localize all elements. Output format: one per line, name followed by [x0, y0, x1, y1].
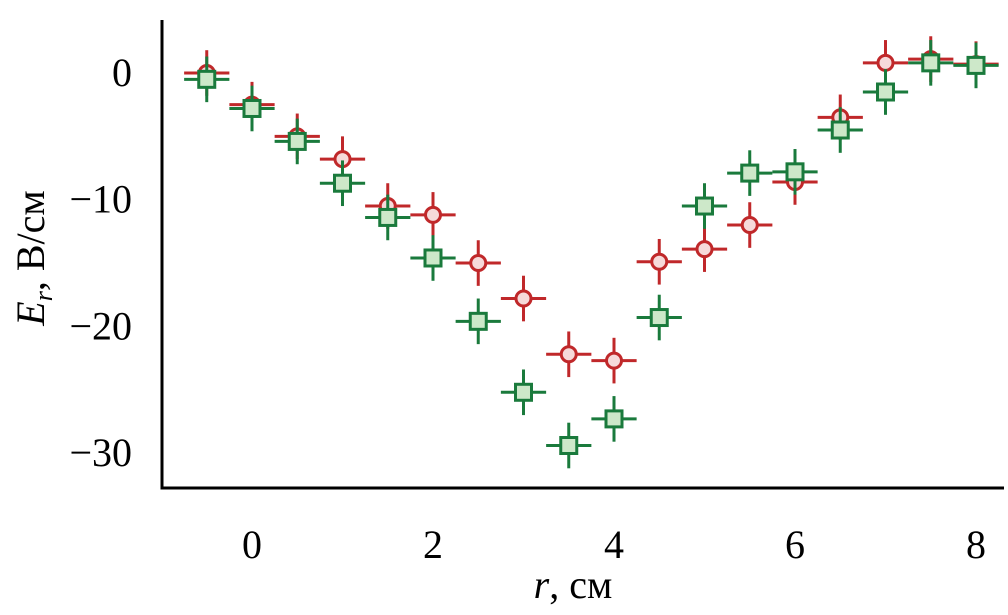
data-point-square: [649, 308, 669, 328]
y-tick-label: −20: [69, 303, 132, 348]
y-tick-label: 0: [112, 50, 132, 95]
data-point-circle: [740, 216, 759, 235]
data-point-square: [830, 120, 850, 140]
data-point-square: [197, 69, 217, 89]
data-point-square: [604, 409, 624, 429]
plot-area: [184, 36, 999, 469]
data-point-square: [287, 131, 307, 151]
data-point-circle: [424, 205, 442, 224]
x-tick-label: 6: [785, 522, 805, 567]
data-point-square: [785, 162, 805, 182]
data-point-square: [514, 382, 533, 402]
data-point-square: [966, 55, 986, 75]
data-point-square: [876, 82, 895, 102]
data-point-square: [695, 196, 714, 216]
x-tick-label: 2: [423, 522, 443, 567]
data-point-circle: [559, 345, 578, 364]
x-tick-label: 8: [966, 522, 986, 567]
data-point-circle: [514, 289, 533, 308]
y-tick-label: −10: [69, 177, 132, 222]
data-point-circle: [469, 254, 488, 273]
data-point-circle: [876, 53, 895, 72]
data-point-square: [559, 435, 579, 455]
data-point-square: [468, 311, 488, 331]
x-tick-label: 4: [604, 522, 624, 567]
series-2: [184, 40, 999, 469]
data-point-square: [921, 53, 941, 73]
y-tick-label: −30: [69, 430, 132, 475]
x-tick-label: 0: [242, 522, 262, 567]
y-axis-label: Er, В/см: [8, 190, 58, 326]
data-point-square: [423, 248, 443, 268]
data-point-square: [333, 173, 352, 193]
data-point-square: [740, 163, 760, 183]
data-point-circle: [605, 351, 623, 370]
data-point-circle: [695, 240, 714, 259]
data-point-square: [242, 98, 262, 118]
data-point-square: [378, 207, 398, 227]
x-axis-label: r, см: [534, 562, 613, 607]
tick-labels: 0 2 4 6 8 0 −10 −20 −30: [69, 50, 986, 567]
data-point-circle: [650, 252, 669, 271]
